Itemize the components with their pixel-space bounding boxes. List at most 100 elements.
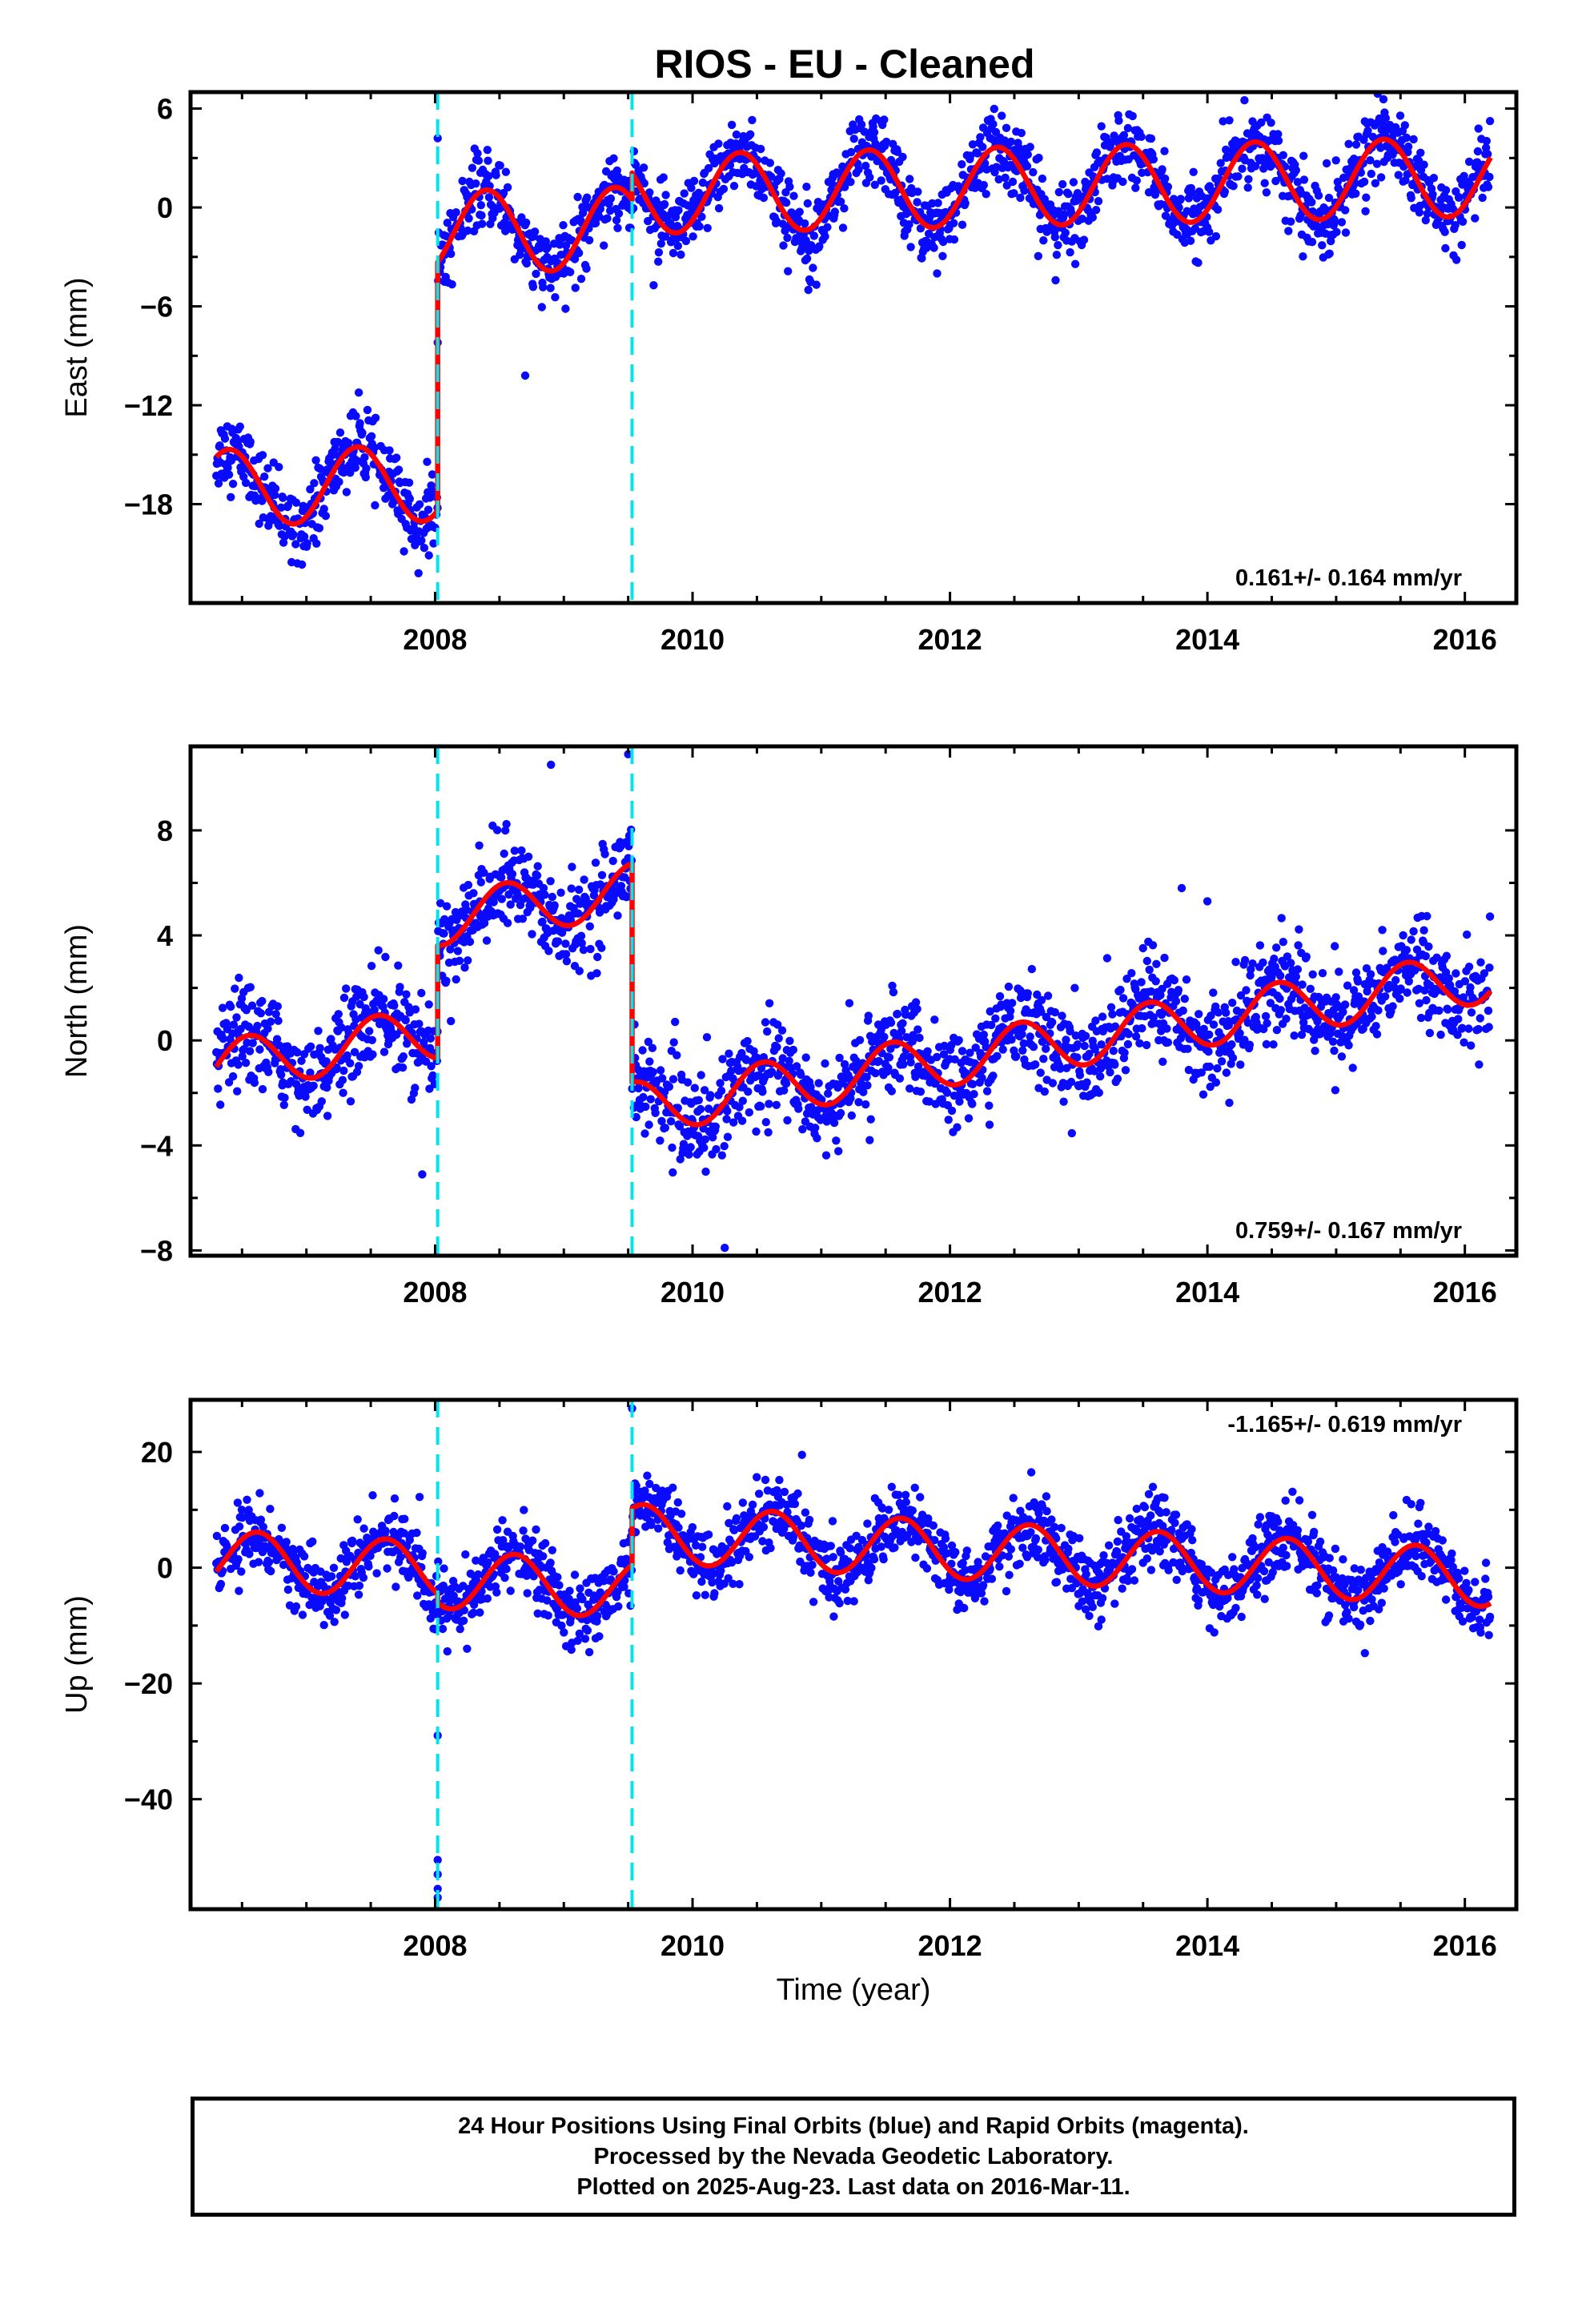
data-point	[938, 251, 947, 260]
data-point	[697, 1071, 705, 1080]
data-point	[777, 169, 785, 178]
data-point	[306, 485, 315, 494]
data-point	[583, 193, 592, 202]
data-point	[692, 1541, 701, 1550]
data-point	[228, 480, 238, 489]
data-point	[1010, 189, 1018, 198]
data-point	[235, 1522, 244, 1531]
data-point	[612, 215, 621, 225]
data-point	[355, 999, 364, 1009]
data-point	[717, 1151, 726, 1160]
data-point	[614, 1602, 623, 1611]
data-point	[1182, 975, 1191, 984]
data-point	[528, 930, 536, 939]
data-point	[220, 434, 230, 443]
data-point	[310, 479, 319, 488]
data-point	[1052, 251, 1062, 259]
data-point	[1127, 969, 1136, 978]
data-point	[1026, 1032, 1034, 1041]
x-tick-label: 2010	[661, 623, 725, 656]
data-point	[455, 956, 464, 966]
data-point	[315, 1043, 324, 1053]
data-point	[711, 1122, 720, 1132]
data-point	[423, 457, 432, 466]
data-point	[354, 1062, 363, 1071]
data-point	[492, 826, 502, 834]
data-point	[355, 1581, 364, 1590]
data-point	[1395, 111, 1405, 120]
data-point	[1311, 1047, 1319, 1055]
data-point	[1176, 1034, 1186, 1043]
data-point	[1484, 150, 1492, 159]
data-point	[1059, 1097, 1068, 1106]
data-point	[499, 1536, 508, 1545]
data-point-outlier	[624, 750, 632, 758]
data-point	[724, 1574, 733, 1583]
data-point	[785, 183, 794, 191]
data-point	[669, 1168, 677, 1177]
data-point	[1374, 1006, 1383, 1015]
data-point	[1276, 1006, 1286, 1015]
data-point	[1341, 1000, 1350, 1009]
data-point	[339, 1066, 348, 1076]
data-point	[1400, 121, 1410, 130]
data-point	[1022, 162, 1032, 171]
data-point	[1259, 958, 1267, 967]
data-point	[893, 147, 902, 156]
data-point	[1367, 169, 1376, 179]
data-point	[465, 937, 475, 947]
data-point	[802, 254, 812, 263]
data-point	[335, 477, 343, 486]
data-point	[906, 243, 915, 251]
data-point	[559, 221, 568, 230]
data-point	[241, 1059, 251, 1068]
data-point	[1171, 217, 1180, 227]
data-point	[915, 1033, 924, 1043]
data-point	[1132, 176, 1142, 185]
data-point	[570, 1570, 580, 1579]
data-point	[719, 184, 729, 194]
data-point	[1199, 200, 1208, 209]
data-point	[982, 1087, 992, 1096]
data-point	[417, 988, 426, 998]
data-point	[950, 1055, 959, 1064]
data-point	[1293, 178, 1303, 187]
data-point	[518, 915, 528, 923]
data-point	[909, 1031, 917, 1039]
data-point	[1458, 1023, 1467, 1032]
data-point	[765, 1100, 773, 1108]
data-point	[390, 1494, 400, 1503]
data-point	[849, 135, 858, 143]
y-tick-label: 0	[157, 1024, 173, 1057]
data-point	[280, 1093, 289, 1103]
data-point	[405, 494, 414, 504]
data-point	[379, 995, 388, 1003]
data-point	[1263, 1019, 1271, 1028]
data-point	[803, 199, 812, 208]
data-point	[567, 1645, 576, 1655]
data-point	[1085, 1049, 1094, 1059]
data-point	[709, 1570, 717, 1578]
data-point	[560, 1628, 568, 1637]
data-point	[944, 1116, 953, 1124]
data-point	[784, 267, 793, 275]
data-point	[671, 1017, 680, 1027]
data-point	[644, 1037, 653, 1047]
data-point	[334, 1010, 343, 1019]
data-point	[1379, 947, 1387, 955]
data-point	[367, 432, 376, 440]
data-point	[1331, 993, 1340, 1002]
data-point	[717, 1566, 725, 1575]
data-point	[317, 1097, 326, 1106]
data-point	[1220, 187, 1230, 196]
data-point	[865, 1136, 874, 1144]
data-point	[1287, 217, 1295, 226]
data-point	[550, 901, 559, 910]
data-point	[323, 1083, 331, 1092]
data-point	[483, 1594, 492, 1603]
data-point	[1478, 193, 1487, 203]
data-point	[282, 1538, 291, 1546]
data-point	[911, 998, 921, 1007]
data-point	[1142, 956, 1152, 966]
